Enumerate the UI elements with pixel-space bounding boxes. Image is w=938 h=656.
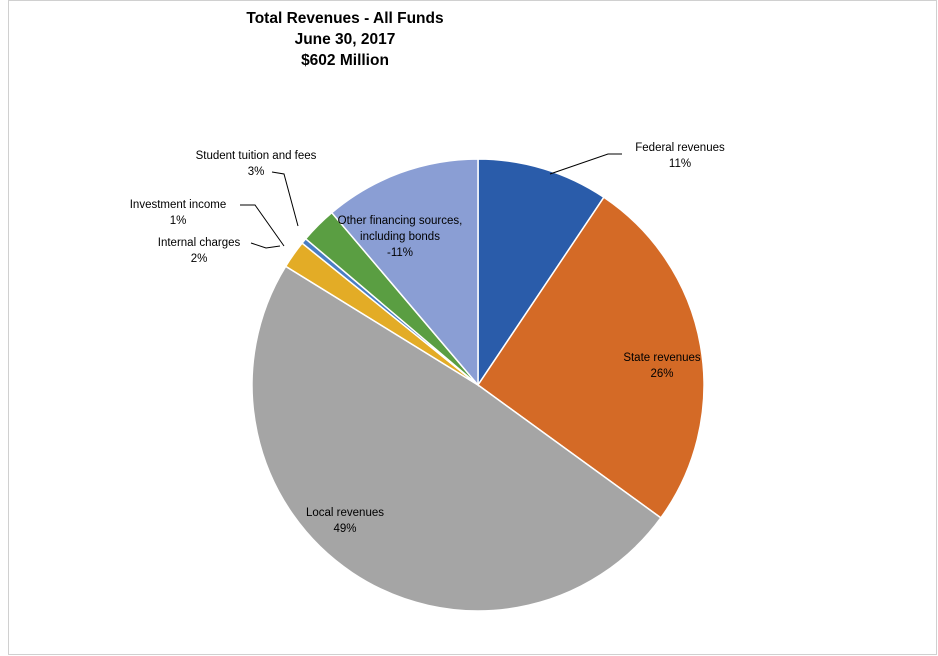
pie-slice-other-financing-sources-including-bonds xyxy=(330,158,479,388)
leader-line-internal-charges xyxy=(250,242,281,249)
slice-label-investment-income: Investment income 1% xyxy=(130,199,227,227)
chart-title-line-1: Total Revenues - All Funds xyxy=(246,10,444,27)
slice-label-state-revenues: State revenues 26% xyxy=(623,352,701,380)
slice-label-federal-revenues: Federal revenues 11% xyxy=(635,142,725,170)
leader-line-federal-revenues xyxy=(549,153,622,175)
leader-line-student-tuition-and-fees xyxy=(271,171,299,227)
slice-label-other-financing-sources-including-bonds: Other financing sources, including bonds -… xyxy=(338,215,463,259)
pie-slice-federal-revenues xyxy=(477,158,605,388)
leader-line-investment-income xyxy=(240,204,285,247)
chart-title: Total Revenues - All Funds June 30, 2017… xyxy=(130,8,560,71)
chart-title-line-2: June 30, 2017 xyxy=(294,31,396,48)
chart-title-line-3: $602 Million xyxy=(301,52,389,69)
slice-label-student-tuition-and-fees: Student tuition and fees 3% xyxy=(196,150,317,178)
pie-slice-state-revenues xyxy=(476,196,705,519)
slice-label-internal-charges: Internal charges 2% xyxy=(158,237,241,265)
slice-label-local-revenues: Local revenues 49% xyxy=(306,507,384,535)
pie-slice-local-revenues xyxy=(251,265,662,612)
